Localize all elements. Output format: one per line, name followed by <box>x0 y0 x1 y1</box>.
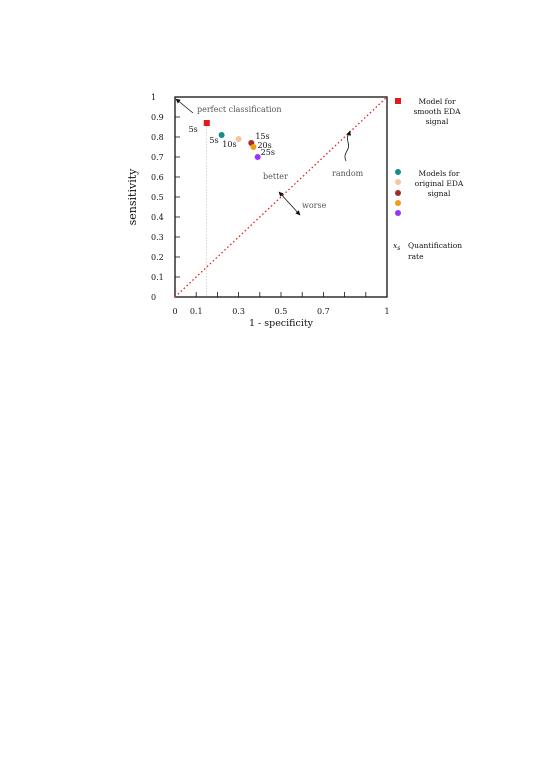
point-label: 5s <box>209 136 218 145</box>
x-axis-title: 1 - specificity <box>249 318 314 329</box>
legend-rate-symbol: xs <box>393 241 400 252</box>
y-tick-label: 0.8 <box>151 133 164 142</box>
legend-original-marker <box>395 190 401 196</box>
random-pointer-arrow <box>344 130 351 162</box>
better-worse-arrow <box>278 191 301 216</box>
point-label: 15s <box>255 132 269 141</box>
y-tick-label: 0.3 <box>151 233 164 242</box>
y-tick-label: 0.4 <box>151 213 164 222</box>
y-tick-label: 0.7 <box>151 153 164 162</box>
smooth-eda-point <box>203 120 210 126</box>
legend-original-marker <box>395 169 401 175</box>
x-tick-label: 1 <box>384 307 389 316</box>
original-eda-point <box>235 136 242 142</box>
reference-layer <box>174 96 388 298</box>
y-axis-title: sensitivity <box>126 168 139 225</box>
random-diagonal-line <box>174 96 388 298</box>
y-tick-label: 0.1 <box>151 273 164 282</box>
legend-smooth-marker <box>395 98 401 104</box>
original-eda-point <box>254 154 261 160</box>
legend-rate-label: Quantification rate <box>408 241 462 261</box>
original-eda-point <box>218 132 225 138</box>
legend-smooth-label: Model for smooth EDA signal <box>413 97 461 126</box>
y-tick-label: 1 <box>151 93 156 102</box>
perfect-classification-label: perfect classification <box>197 105 282 114</box>
y-tick-label: 0 <box>151 293 156 302</box>
legend-original-marker <box>395 200 401 206</box>
x-tick-label: 0.3 <box>232 307 245 316</box>
axes-layer: 0 0.1 0.3 0.5 0.7 1 0 0.1 0.2 0.3 0.4 0.5 0.6 0.7 0.8 0… <box>126 93 390 329</box>
y-tick-label: 0.2 <box>151 253 164 262</box>
point-label: 20s <box>257 141 271 150</box>
x-tick-label: 0.5 <box>275 307 288 316</box>
y-tick-label: 0.9 <box>151 113 164 122</box>
legend-original-marker <box>395 210 401 216</box>
perfect-classification-arrow <box>175 98 194 114</box>
legend-original-marker <box>395 179 401 185</box>
x-tick-label: 0.1 <box>190 307 203 316</box>
y-tick-label: 0.5 <box>151 193 164 202</box>
point-label: 10s <box>222 140 236 149</box>
point-label: 5s <box>189 125 198 134</box>
original-eda-point <box>250 144 257 150</box>
worse-label: worse <box>302 201 327 210</box>
random-label: random <box>332 169 364 178</box>
better-label: better <box>263 172 288 181</box>
legend-original-label: Models for original EDA signal <box>415 169 464 198</box>
legend: Model for smooth EDA signal Models for origi… <box>393 97 464 261</box>
x-tick-label: 0.7 <box>317 307 330 316</box>
x-tick-label: 0 <box>172 307 177 316</box>
annotation-layer: perfect classification better worse random <box>175 98 364 297</box>
point-label: 25s <box>261 148 275 157</box>
y-tick-label: 0.6 <box>151 173 164 182</box>
